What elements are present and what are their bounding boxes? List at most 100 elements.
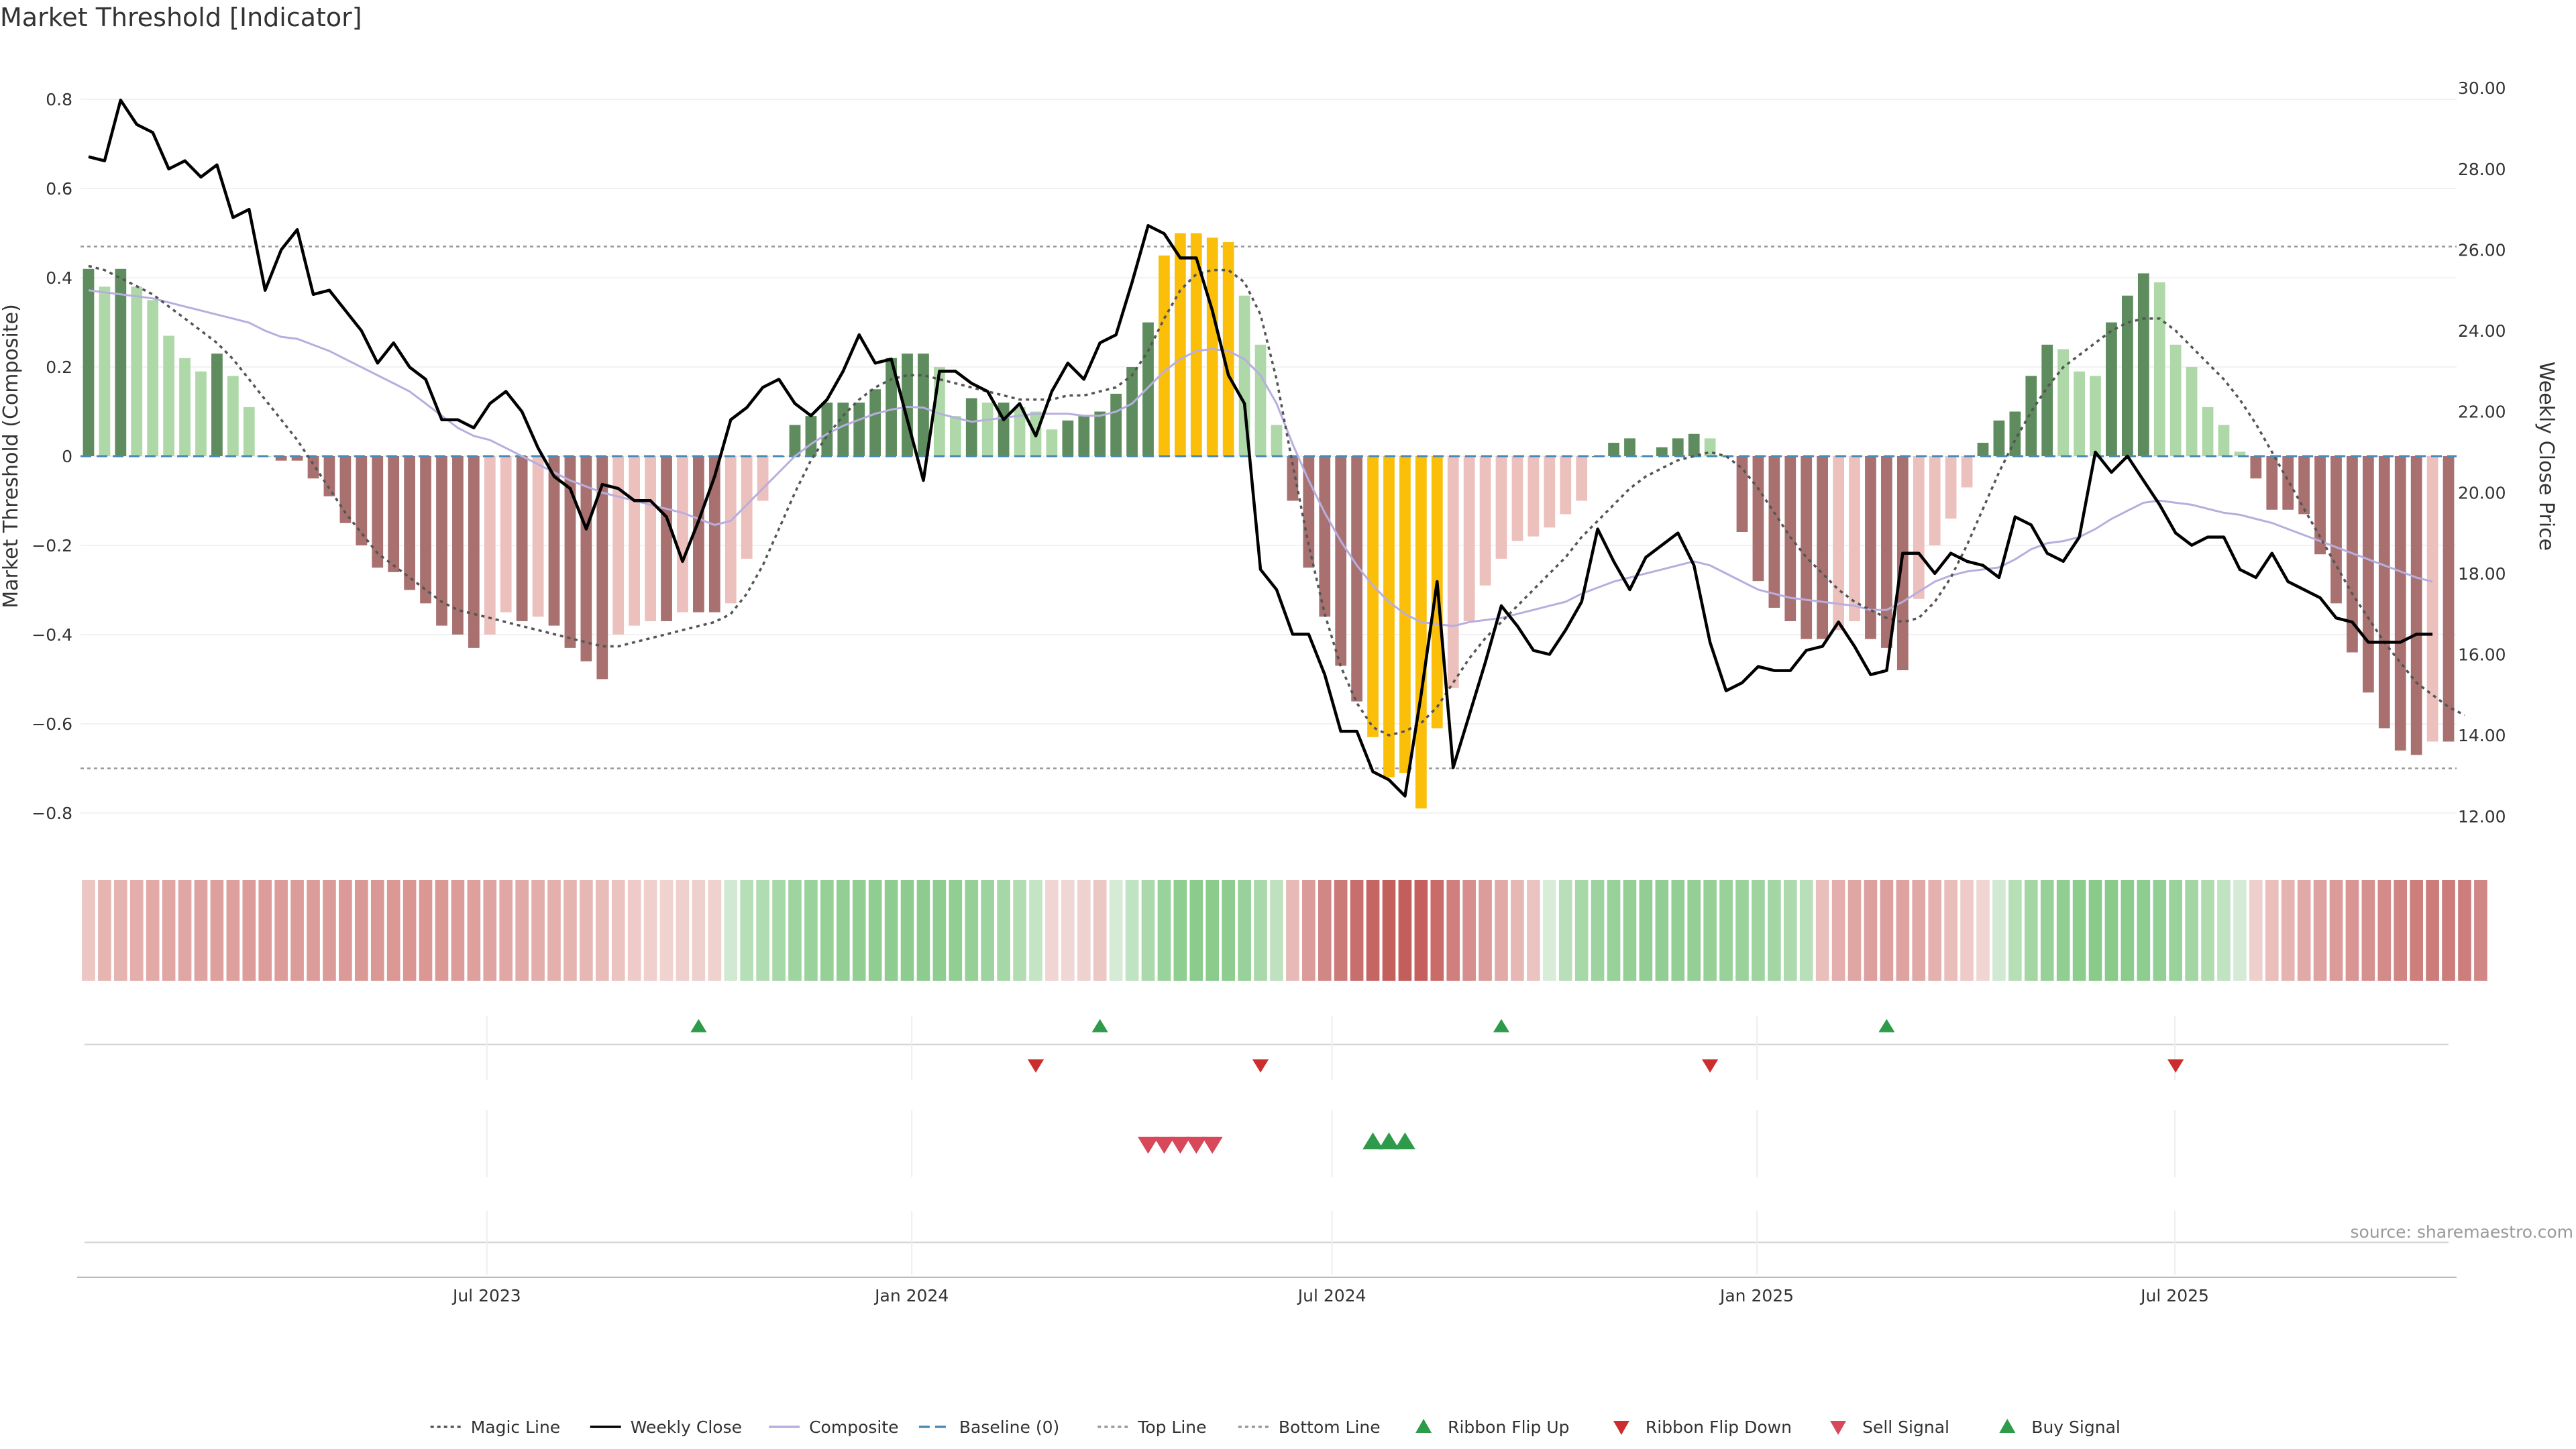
- line-layer: [80, 99, 2465, 798]
- y-tick-label: −0.4: [32, 625, 72, 645]
- composite-bar: [1415, 456, 1427, 809]
- composite-bar: [99, 286, 111, 456]
- ribbon-cell: [483, 880, 497, 981]
- composite-bar: [1945, 456, 1957, 519]
- composite-bar: [1159, 255, 1170, 456]
- ribbon-cell: [1414, 880, 1428, 981]
- composite-bar: [83, 268, 95, 456]
- ribbon-flip-down-marker: [1027, 1059, 1044, 1073]
- ribbon-cell: [531, 880, 545, 981]
- composite-bar: [965, 398, 977, 456]
- grid-layer: [77, 99, 2457, 1278]
- y2-tick-label: 30.00: [2458, 78, 2506, 98]
- composite-bar: [1913, 456, 1925, 599]
- ribbon-cell: [1205, 880, 1220, 981]
- ribbon-cell: [2104, 880, 2118, 981]
- ribbon-cell: [756, 880, 769, 981]
- ribbon-cell: [1783, 880, 1797, 981]
- ribbon-cell: [1944, 880, 1957, 981]
- ribbon-cell: [1013, 880, 1026, 981]
- ribbon-cell: [1366, 880, 1380, 981]
- legend: Magic Line Weekly Close Composite Baseline …: [430, 1417, 2121, 1437]
- ribbon-cell: [1446, 880, 1460, 981]
- y2-tick-label: 28.00: [2458, 160, 2506, 179]
- composite-bar: [2169, 344, 2182, 456]
- legend-label: Buy Signal: [2031, 1417, 2121, 1437]
- ribbon-cell: [2249, 880, 2263, 981]
- legend-item: Ribbon Flip Up: [1415, 1417, 1570, 1437]
- composite-bar: [1961, 456, 1973, 488]
- composite-bar: [1319, 456, 1331, 617]
- legend-label: Bottom Line: [1279, 1417, 1381, 1437]
- composite-bars: [83, 233, 2455, 809]
- ribbon-cell: [2153, 880, 2167, 981]
- ribbon-cell: [1655, 880, 1669, 981]
- x-tick-label: Jul 2024: [1297, 1286, 1366, 1305]
- y2-tick-label: 24.00: [2458, 321, 2506, 341]
- composite-bar: [724, 456, 737, 604]
- ribbon-cell: [820, 880, 834, 981]
- composite-bar: [1479, 456, 1491, 586]
- composite-bar: [1608, 443, 1619, 456]
- ribbon-cell: [1752, 880, 1765, 981]
- ribbon-cell: [981, 880, 994, 981]
- y-tick-label: 0: [62, 447, 72, 466]
- composite-bar: [2362, 456, 2374, 693]
- ribbon-cell: [307, 880, 320, 981]
- composite-bar: [1817, 456, 1829, 639]
- y2-tick-label: 18.00: [2458, 564, 2506, 584]
- ribbon-cell: [1302, 880, 1316, 981]
- composite-bar: [981, 402, 994, 456]
- ribbon-cell: [676, 880, 690, 981]
- ribbon-cell: [2201, 880, 2214, 981]
- y-tick-label: −0.2: [32, 536, 72, 555]
- ribbon-cell: [1254, 880, 1267, 981]
- x-tick-label: Jul 2025: [2139, 1286, 2209, 1305]
- ribbon-cell: [1109, 880, 1123, 981]
- ribbon-cell: [2185, 880, 2198, 981]
- y2-tick-label: 14.00: [2458, 726, 2506, 745]
- composite-bar: [789, 425, 801, 456]
- ribbon-cell: [1334, 880, 1348, 981]
- ribbon-cell: [1382, 880, 1396, 981]
- ribbon-cell: [1992, 880, 2006, 981]
- ribbon-cell: [932, 880, 947, 981]
- ribbon-cell: [1430, 880, 1444, 981]
- ribbon-cell: [2297, 880, 2311, 981]
- ribbon-cell: [884, 880, 898, 981]
- composite-bar: [1463, 456, 1475, 621]
- composite-bar: [1126, 367, 1138, 456]
- ribbon-cell: [1574, 880, 1589, 981]
- legend-label: Sell Signal: [1862, 1417, 1949, 1437]
- composite-bar: [853, 402, 865, 456]
- composite-bar: [2234, 451, 2246, 456]
- composite-bar: [2137, 273, 2149, 456]
- composite-bar: [275, 456, 287, 461]
- ribbon-cell: [2474, 880, 2487, 981]
- ribbon-cell: [114, 880, 127, 981]
- composite-bar: [612, 456, 625, 635]
- ribbon-layer: [82, 880, 2487, 981]
- composite-bar: [291, 456, 303, 461]
- composite-bar: [307, 456, 319, 479]
- composite-bar: [1014, 407, 1026, 456]
- ribbon-cell: [2024, 880, 2038, 981]
- ribbon-cell: [1527, 880, 1540, 981]
- chart-title: Market Threshold [Indicator]: [0, 3, 362, 32]
- ribbon-cell: [1815, 880, 1829, 981]
- ribbon-cell: [419, 880, 433, 981]
- ribbon-cell: [1045, 880, 1059, 981]
- ribbon-flip-up-marker: [690, 1019, 707, 1032]
- composite-bar: [372, 456, 384, 568]
- composite-bar: [1078, 416, 1090, 456]
- composite-bar: [1624, 438, 1635, 456]
- composite-bar: [1929, 456, 1941, 545]
- legend-label: Weekly Close: [631, 1417, 742, 1437]
- composite-bar: [243, 407, 255, 456]
- composite-bar: [211, 354, 223, 456]
- ribbon-cell: [997, 880, 1010, 981]
- ribbon-cell: [98, 880, 111, 981]
- ribbon-cell: [129, 880, 144, 981]
- y2-tick-label: 20.00: [2458, 483, 2506, 502]
